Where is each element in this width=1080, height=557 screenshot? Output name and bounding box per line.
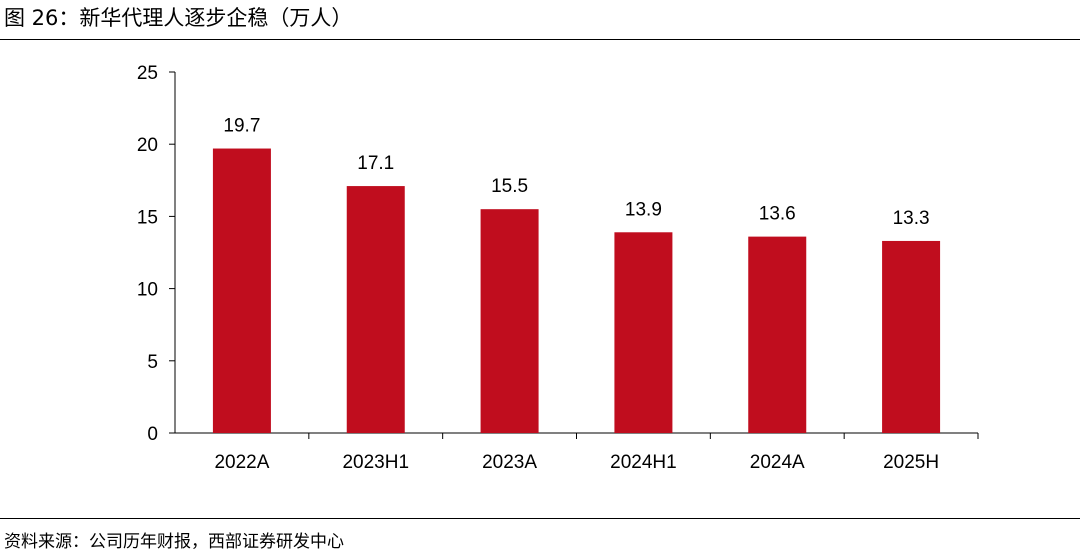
data-label: 15.5 (491, 176, 528, 197)
source-note: 资料来源：公司历年财报，西部证券研发中心 (4, 532, 344, 552)
bar (212, 148, 271, 434)
figure-title: 图 26：新华代理人逐步企稳（万人） (4, 6, 353, 30)
x-tick-label: 2024A (750, 452, 805, 473)
title-rule (0, 39, 1080, 40)
bar (346, 186, 405, 433)
x-tick-label: 2022A (214, 452, 269, 473)
x-tick-label: 2023H1 (342, 452, 409, 473)
x-tick-label: 2023A (482, 452, 537, 473)
x-tick-label: 2025H (883, 452, 939, 473)
data-label: 17.1 (357, 153, 394, 174)
data-label: 19.7 (223, 116, 260, 137)
bar (614, 232, 673, 433)
data-label: 13.9 (625, 199, 662, 220)
y-tick-label: 10 (137, 280, 158, 301)
bar (882, 240, 941, 433)
bar (748, 236, 807, 433)
x-tick-label: 2024H1 (610, 452, 677, 473)
y-tick-label: 15 (137, 207, 158, 228)
data-label: 13.6 (759, 204, 796, 225)
source-rule (0, 518, 1080, 519)
y-tick-label: 20 (137, 135, 158, 156)
data-label: 13.3 (893, 208, 930, 229)
bar (480, 209, 539, 433)
y-tick-label: 25 (137, 63, 158, 84)
y-tick-label: 0 (147, 424, 158, 445)
bar-chart: 0 5 10 15 20 25 19.7 2022A 17.1 2023H1 15.5 2023A 13… (137, 63, 979, 473)
y-tick-label: 5 (147, 352, 158, 373)
